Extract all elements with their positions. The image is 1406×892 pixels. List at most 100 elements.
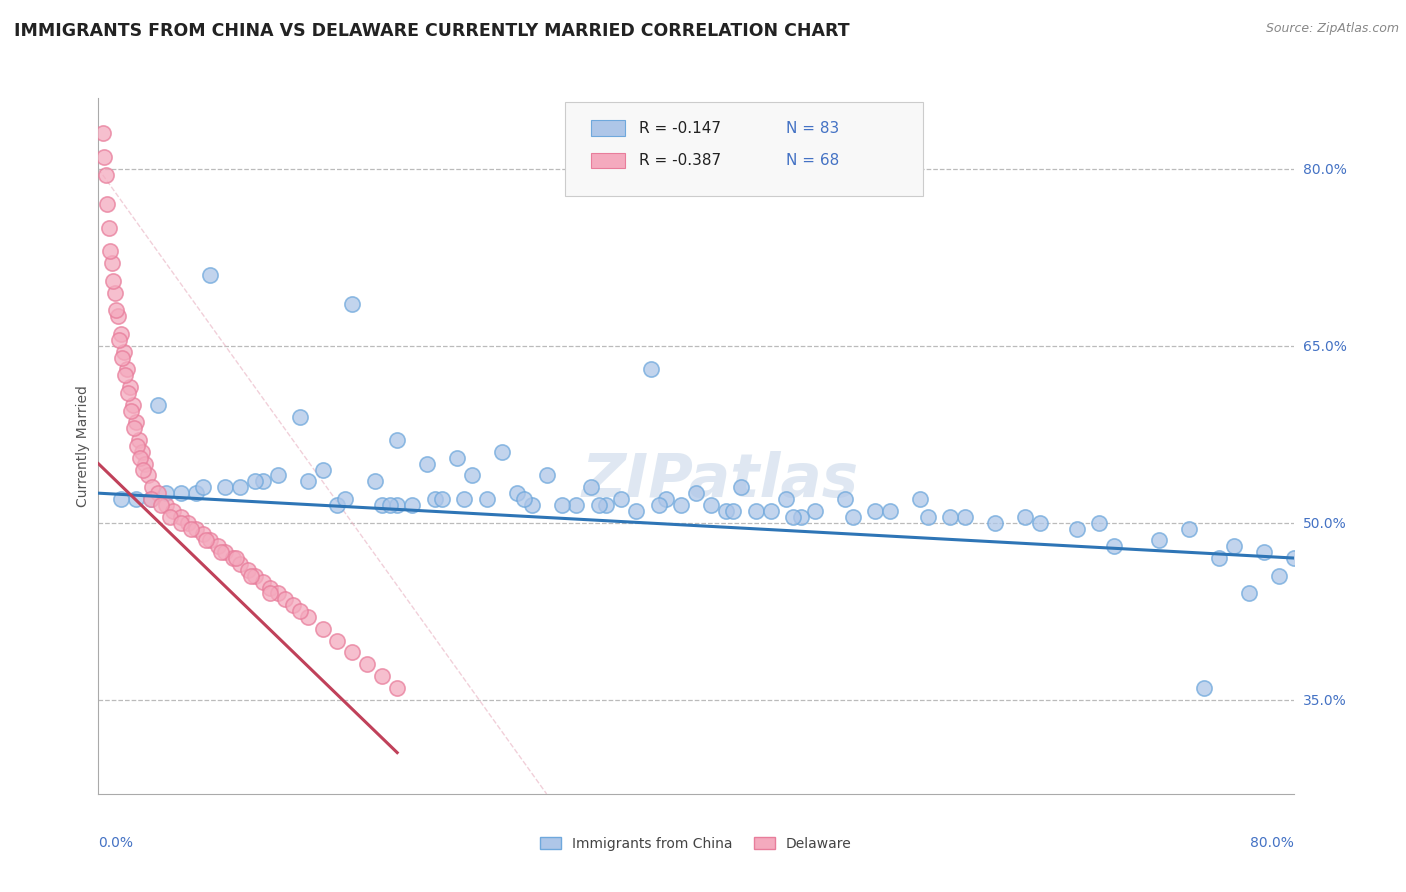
Point — [700, 498, 723, 512]
Point — [101, 256, 124, 270]
Point — [1223, 539, 1246, 553]
Point — [229, 480, 252, 494]
Point — [252, 475, 274, 489]
Point — [214, 545, 236, 559]
Point — [1178, 522, 1201, 536]
Point — [131, 445, 153, 459]
Point — [385, 433, 409, 447]
Point — [207, 539, 229, 553]
Point — [385, 681, 409, 695]
Point — [385, 498, 409, 512]
Point — [110, 326, 132, 341]
Point — [274, 592, 297, 607]
Point — [588, 498, 610, 512]
Point — [1014, 509, 1036, 524]
Point — [200, 533, 222, 548]
Point — [640, 362, 662, 376]
Point — [723, 504, 745, 518]
Point — [311, 462, 333, 476]
Point — [1066, 522, 1088, 536]
Point — [267, 586, 290, 600]
Point — [195, 533, 218, 548]
Point — [111, 351, 134, 365]
Point — [939, 509, 962, 524]
Point — [453, 491, 475, 506]
Text: Source: ZipAtlas.com: Source: ZipAtlas.com — [1265, 22, 1399, 36]
Point — [364, 475, 387, 489]
Point — [222, 551, 245, 566]
Point — [536, 468, 558, 483]
Point — [908, 491, 931, 506]
Point — [371, 669, 394, 683]
Point — [245, 568, 267, 582]
Point — [239, 568, 262, 582]
Point — [245, 475, 267, 489]
Text: IMMIGRANTS FROM CHINA VS DELAWARE CURRENTLY MARRIED CORRELATION CHART: IMMIGRANTS FROM CHINA VS DELAWARE CURREN… — [14, 22, 849, 40]
Point — [148, 486, 170, 500]
Point — [491, 445, 513, 459]
Point — [714, 504, 737, 518]
Point — [139, 491, 162, 506]
Point — [124, 421, 146, 435]
Point — [115, 362, 138, 376]
Point — [297, 610, 319, 624]
Point — [984, 516, 1007, 530]
Point — [134, 457, 156, 471]
Point — [1192, 681, 1215, 695]
Point — [128, 433, 150, 447]
Point — [342, 645, 364, 659]
Point — [91, 127, 114, 141]
Point — [626, 504, 648, 518]
Point — [1088, 516, 1111, 530]
Point — [162, 504, 184, 518]
Point — [98, 244, 122, 259]
Point — [141, 480, 163, 494]
Point — [371, 498, 394, 512]
Point — [229, 557, 252, 571]
Point — [311, 622, 333, 636]
Point — [180, 522, 202, 536]
Point — [281, 598, 304, 612]
Point — [378, 498, 401, 512]
Point — [647, 498, 669, 512]
Point — [804, 504, 827, 518]
Point — [184, 522, 207, 536]
Point — [669, 498, 692, 512]
Point — [655, 491, 678, 506]
Point — [191, 480, 214, 494]
Point — [259, 586, 281, 600]
Point — [475, 491, 498, 506]
Point — [177, 516, 200, 530]
Legend: Immigrants from China, Delaware: Immigrants from China, Delaware — [534, 831, 858, 856]
Point — [184, 486, 207, 500]
Point — [1104, 539, 1126, 553]
Point — [112, 344, 135, 359]
Point — [114, 368, 136, 383]
Point — [117, 386, 139, 401]
Point — [267, 468, 290, 483]
Point — [150, 498, 173, 512]
Point — [730, 480, 752, 494]
Point — [96, 197, 118, 211]
Point — [446, 450, 468, 465]
Point — [125, 416, 148, 430]
Point — [120, 403, 142, 417]
Text: N = 68: N = 68 — [786, 153, 839, 169]
Point — [342, 297, 364, 311]
Point — [288, 409, 311, 424]
Point — [685, 486, 707, 500]
Point — [581, 480, 603, 494]
Point — [297, 475, 319, 489]
Point — [917, 509, 939, 524]
Point — [1237, 586, 1260, 600]
Point — [782, 509, 804, 524]
Point — [789, 509, 811, 524]
Text: 80.0%: 80.0% — [1250, 836, 1294, 849]
Point — [121, 398, 143, 412]
Point — [326, 498, 349, 512]
Point — [423, 491, 446, 506]
Text: R = -0.387: R = -0.387 — [640, 153, 721, 169]
Point — [953, 509, 976, 524]
Text: 0.0%: 0.0% — [98, 836, 134, 849]
Point — [333, 491, 356, 506]
